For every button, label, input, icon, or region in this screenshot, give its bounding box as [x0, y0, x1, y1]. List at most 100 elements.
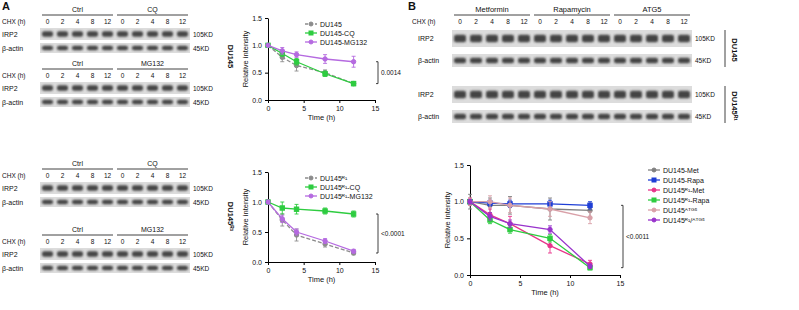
- error-bar-part: [295, 65, 299, 66]
- x-axis: 051015: [267, 100, 380, 112]
- treatment-underline: [117, 169, 188, 170]
- time-label: 0: [121, 172, 125, 179]
- error-bar: [508, 226, 512, 233]
- legend-marker: [652, 198, 656, 202]
- data-point: [266, 43, 270, 47]
- error-bar-part: [508, 212, 512, 213]
- tick: 15: [372, 262, 380, 274]
- legend-label: DU145-Met: [663, 167, 699, 174]
- error-bar: [323, 70, 327, 75]
- blot-band: [470, 35, 482, 42]
- blot-band: [518, 58, 530, 64]
- blot-band: [177, 200, 188, 204]
- figure: ABCtrl024812CQ024812CHX (h)IRP2105KDβ-ac…: [0, 0, 799, 310]
- blot-band: [486, 91, 498, 98]
- error-bar-part: [488, 223, 492, 224]
- treatment-label: ATG5: [642, 5, 661, 14]
- data-point: [548, 207, 552, 211]
- legend-item: DU145: [305, 21, 342, 28]
- error-bar-part: [488, 212, 492, 213]
- size-label: 105KD: [193, 185, 213, 192]
- time-label: 4: [151, 238, 155, 245]
- legend-marker: [309, 194, 313, 198]
- data-point: [294, 207, 298, 211]
- treatment-underline: [42, 235, 113, 236]
- blot-band: [57, 85, 68, 90]
- tick: 0.5: [252, 229, 268, 236]
- tick-label: 10: [567, 280, 575, 287]
- data-point: [468, 199, 472, 203]
- legend-marker: [652, 178, 656, 182]
- blot-band: [132, 85, 143, 90]
- data-point: [266, 43, 270, 47]
- tick-label: 0.0: [252, 97, 262, 104]
- tick: 1.5: [252, 169, 268, 176]
- error-bar-part: [280, 202, 284, 203]
- legend-marker: [652, 188, 656, 192]
- treatment-label: Ctrl: [72, 60, 83, 67]
- tick: 5: [519, 275, 523, 287]
- blot-band: [470, 58, 482, 64]
- data-point: [508, 203, 512, 207]
- blot-background: [452, 30, 692, 47]
- blot-band: [102, 31, 113, 36]
- blot-band: [678, 35, 690, 42]
- data-point: [351, 81, 355, 85]
- tick: 0.0: [252, 97, 268, 104]
- data-point: [266, 200, 270, 204]
- blot-band: [598, 114, 610, 120]
- error-bar: [323, 55, 327, 64]
- legend-marker: [652, 218, 656, 222]
- plot-area: [266, 200, 356, 255]
- time-label: 0: [46, 238, 50, 245]
- error-bar: [468, 200, 472, 203]
- error-bar: [295, 60, 299, 71]
- tick-mark: [375, 100, 376, 103]
- time-label: 8: [91, 238, 95, 245]
- treatment-label: Ctrl: [72, 226, 83, 233]
- tick-mark: [265, 18, 268, 19]
- time-label: 12: [680, 18, 688, 25]
- error-bar: [280, 53, 284, 62]
- error-bar-part: [468, 205, 472, 206]
- blot-band: [646, 114, 658, 120]
- blot-band: [550, 35, 562, 42]
- data-point: [588, 216, 592, 220]
- time-label: 2: [474, 18, 478, 25]
- error-bar: [468, 194, 472, 209]
- legend-label: DU145-Rapa: [663, 177, 704, 185]
- tick-mark: [265, 73, 268, 74]
- error-bar-part: [468, 198, 472, 199]
- time-label: 8: [586, 18, 590, 25]
- legend-label: DU145ᴬᵀᴳ⁵: [663, 207, 697, 214]
- data-point: [508, 203, 512, 207]
- chx-label: CHX (h): [412, 18, 435, 26]
- legend-label: DU145ᴿ¹-CQ: [320, 184, 361, 192]
- blot-band: [162, 31, 173, 36]
- blot-band: [454, 58, 466, 64]
- blot-band: [177, 251, 188, 256]
- blot-band: [598, 35, 610, 42]
- blot-band: [662, 91, 674, 98]
- significance-bracket: [376, 214, 378, 253]
- error-bar-part: [548, 253, 552, 254]
- blot-band: [132, 266, 143, 270]
- error-bar-part: [280, 226, 284, 227]
- plot-area: [266, 43, 356, 86]
- blot-band: [518, 91, 530, 98]
- legend: DU145-MetDU145-RapaDU145ᴿ¹-MetDU145ᴿ¹-Ra…: [648, 167, 709, 224]
- legend-item: DU145ᴿ¹-MG132: [305, 193, 373, 200]
- blot-band: [630, 58, 642, 64]
- data-point: [294, 230, 298, 234]
- treatment-underline: [42, 69, 113, 70]
- time-label: 2: [634, 18, 638, 25]
- blot-band: [470, 114, 482, 120]
- blot-background: [452, 86, 692, 103]
- error-bar: [295, 229, 299, 235]
- error-bar: [548, 202, 552, 217]
- blot-band: [566, 35, 578, 42]
- error-bar: [295, 58, 299, 65]
- legend-item: DU145ᴿ¹/ᴬᵀᴳ⁵: [648, 217, 705, 224]
- data-point: [280, 217, 284, 221]
- tick-mark: [520, 275, 521, 278]
